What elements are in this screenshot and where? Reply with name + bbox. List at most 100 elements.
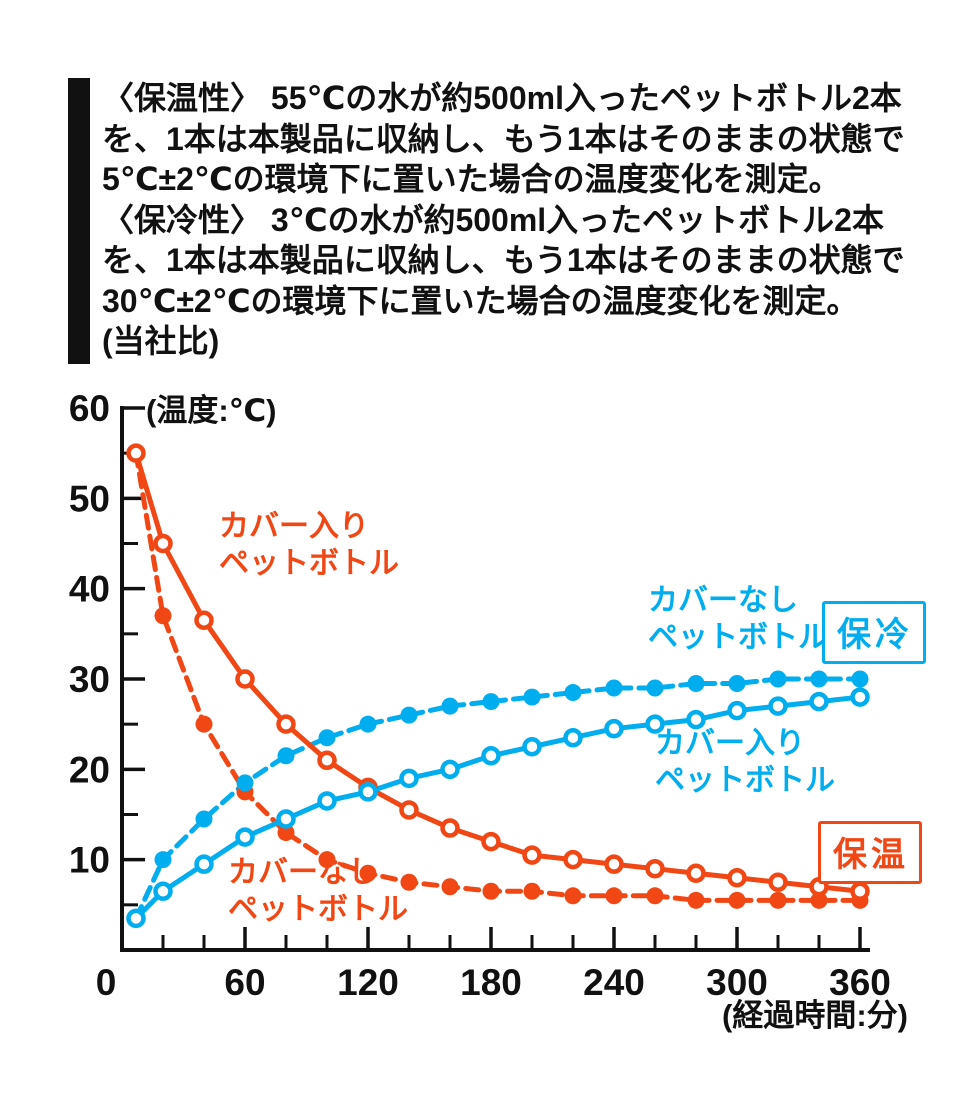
data-point-marker (481, 831, 501, 852)
data-point-marker (728, 891, 746, 909)
data-point-marker (399, 768, 419, 789)
data-point-marker (153, 533, 173, 554)
x-tick-label: 300 (706, 962, 768, 1003)
y-tick-label: 60 (69, 388, 110, 429)
data-point-marker (441, 878, 459, 896)
data-point-marker (359, 864, 377, 882)
data-point-marker (317, 750, 337, 771)
data-point-marker (400, 706, 418, 724)
data-point-marker (727, 700, 747, 721)
data-point-marker (126, 908, 146, 929)
data-point-marker (482, 693, 500, 711)
vertical-bar (68, 78, 90, 364)
series-label-line: ペットボトル (219, 547, 399, 580)
data-point-marker (399, 800, 419, 820)
series-label-line: ペットボトル (655, 764, 835, 797)
data-point-marker (604, 718, 624, 739)
x-axis-title: (経過時間:分) (722, 998, 908, 1033)
data-point-marker (277, 747, 295, 765)
condition-line: 〈保温性〉 55℃の水が約500ml入ったペットボトル2本 (102, 80, 902, 116)
data-point-marker (358, 782, 378, 802)
data-point-marker (605, 679, 623, 697)
data-point-marker (481, 746, 501, 766)
data-point-marker (440, 818, 460, 838)
data-point-marker (441, 697, 459, 715)
data-point-marker (646, 679, 664, 697)
data-point-marker (564, 887, 582, 905)
series-label-line: カバー入り (655, 727, 805, 760)
cold-retention-badge: 保冷 (822, 601, 926, 664)
condition-line: (当社比) (102, 323, 220, 359)
data-point-marker (727, 867, 747, 888)
data-point-marker (235, 669, 255, 689)
data-point-marker (686, 863, 706, 883)
axis-lines (120, 406, 870, 952)
y-tick-label: 50 (69, 478, 110, 519)
data-point-marker (482, 882, 500, 900)
data-point-marker (605, 887, 623, 905)
y-tick-label: 30 (69, 659, 110, 700)
y-tick-label: 40 (69, 569, 110, 610)
x-tick-label: 240 (583, 962, 645, 1003)
x-tick-label: 60 (224, 962, 265, 1003)
data-point-marker (400, 873, 418, 891)
data-point-marker (522, 845, 542, 865)
x-tick-label: 0 (96, 962, 117, 1003)
data-point-marker (126, 443, 146, 463)
series-label-line: カバーなし (648, 584, 798, 617)
condition-line: 30℃±2℃の環境下に置いた場合の温度変化を測定。 (102, 282, 859, 319)
data-point-marker (687, 675, 705, 693)
x-tick-label: 360 (829, 962, 891, 1003)
data-point-marker (604, 854, 624, 874)
data-point-marker (563, 727, 583, 748)
series-label-hot-covered: カバー入り ペットボトル (219, 508, 399, 582)
x-tick-label: 180 (460, 962, 522, 1003)
condition-line: を、1本は本製品に収納し、もう1本はそのままの状態で (102, 120, 905, 157)
data-point-marker (318, 729, 336, 747)
data-point-marker (646, 887, 664, 905)
data-point-marker (769, 670, 787, 688)
data-point-marker (154, 607, 172, 625)
condition-line: を、1本は本製品に収納し、もう1本はそのままの状態で (102, 242, 905, 278)
data-point-marker (768, 872, 788, 892)
series-label-cold-uncovered: カバーなし ペットボトル (648, 582, 828, 656)
data-point-marker (645, 858, 665, 879)
data-point-marker (236, 774, 254, 792)
condition-line: 5℃±2℃の環境下に置いた場合の温度変化を測定。 (102, 161, 841, 197)
data-point-marker (194, 854, 214, 874)
data-point-marker (440, 759, 460, 780)
data-point-marker (851, 670, 869, 688)
data-point-marker (276, 809, 296, 829)
data-point-marker (235, 827, 255, 847)
data-point-marker (769, 891, 787, 909)
data-point-marker (523, 882, 541, 900)
data-point-marker (850, 881, 870, 902)
series-label-hot-uncovered: カバーなし ペットボトル (228, 854, 408, 928)
data-point-marker (564, 684, 582, 702)
data-point-marker (317, 791, 337, 811)
data-point-marker (153, 881, 173, 902)
y-tick-label: 20 (69, 749, 110, 790)
x-tick-label: 120 (337, 962, 399, 1003)
data-point-marker (810, 891, 828, 909)
data-point-marker (686, 709, 706, 730)
heat-retention-badge: 保温 (818, 821, 922, 884)
series-label-line: ペットボトル (648, 621, 828, 654)
data-point-marker (359, 715, 377, 733)
data-point-marker (768, 696, 788, 716)
data-point-marker (810, 670, 828, 688)
series-label-line: ペットボトル (228, 893, 408, 926)
data-point-marker (645, 714, 665, 734)
y-axis-title: (温度:℃) (146, 393, 277, 428)
data-point-marker (523, 688, 541, 706)
data-point-marker (154, 851, 172, 869)
y-tick-label: 10 (69, 840, 110, 881)
condition-line: 〈保冷性〉 3℃の水が約500ml入ったペットボトル2本 (102, 201, 884, 238)
series-label-line: カバーなし (228, 856, 378, 889)
data-point-marker (277, 824, 295, 842)
data-point-marker (522, 737, 542, 757)
data-point-marker (563, 849, 583, 870)
